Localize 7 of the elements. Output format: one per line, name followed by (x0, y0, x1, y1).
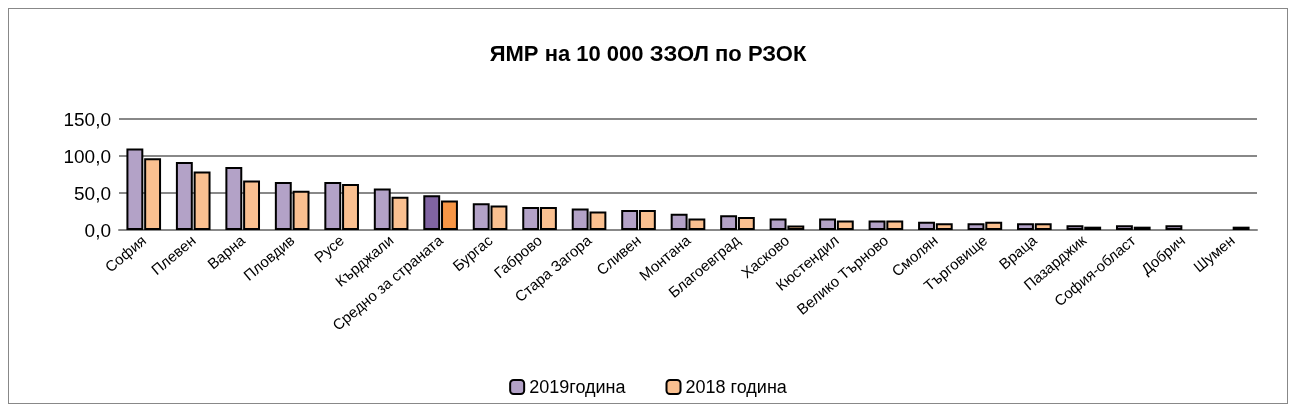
legend-label: 2018 година (685, 377, 788, 397)
chart-title: ЯМР на 10 000 ЗЗОЛ по РЗОК (489, 40, 807, 66)
y-tick-label: 150,0 (63, 108, 111, 130)
y-tick-label: 100,0 (63, 145, 111, 167)
y-tick-label: 50,0 (74, 182, 111, 204)
bar (1165, 225, 1183, 230)
legend-label: 2019година (529, 377, 627, 397)
